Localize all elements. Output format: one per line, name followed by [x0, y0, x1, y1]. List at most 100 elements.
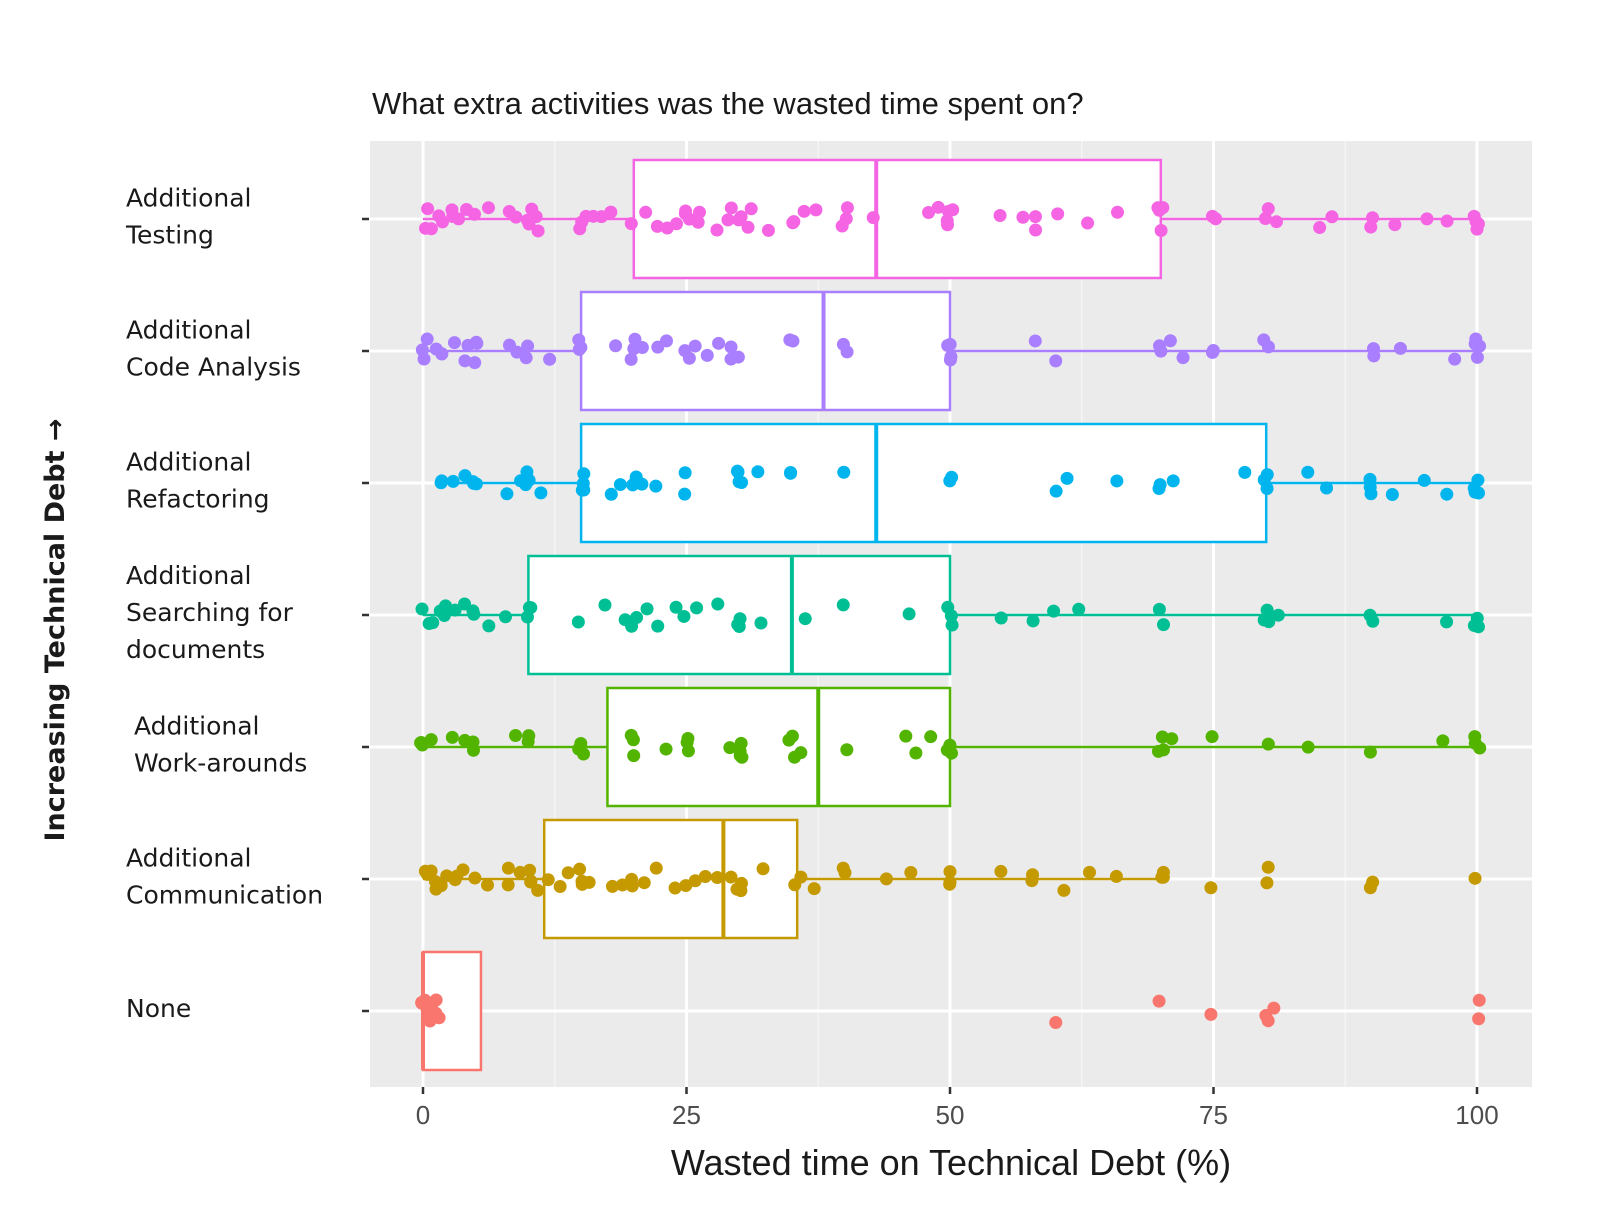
data-point [1153, 478, 1167, 492]
data-point [710, 223, 724, 237]
data-point [1440, 214, 1454, 228]
data-point [448, 603, 462, 617]
data-point [519, 351, 533, 365]
data-point [415, 602, 429, 616]
data-point [1204, 881, 1218, 895]
x-axis-label: Wasted time on Technical Debt (%) [671, 1142, 1231, 1183]
y-tick-label-additional-communication: Additional Communication [126, 844, 323, 910]
data-point [468, 356, 482, 370]
x-tick-label: 50 [936, 1100, 965, 1130]
points-additional-communication [418, 860, 1482, 898]
data-point [435, 474, 449, 488]
data-point [651, 619, 665, 633]
data-point [994, 611, 1008, 625]
data-point [944, 350, 958, 364]
data-point [625, 879, 639, 893]
data-point [1366, 342, 1380, 356]
data-point [731, 618, 745, 632]
y-tick-label-line: Refactoring [126, 485, 270, 514]
data-point [909, 746, 923, 760]
x-axis: 0 25 50 75 100 [416, 1087, 1499, 1130]
data-point [1206, 345, 1220, 359]
data-point [1271, 608, 1285, 622]
y-tick-label-line: Additional [126, 316, 252, 345]
data-point [522, 473, 536, 487]
data-point [1026, 614, 1040, 628]
data-point [794, 746, 808, 760]
data-point [756, 862, 770, 876]
data-point [1152, 203, 1166, 217]
data-point [628, 332, 642, 346]
data-point [1363, 881, 1377, 895]
data-point [922, 206, 936, 220]
data-point [1163, 334, 1177, 348]
data-point [1468, 485, 1482, 499]
data-point [899, 729, 913, 743]
x-tick-label: 75 [1199, 1100, 1228, 1130]
data-point [1436, 734, 1450, 748]
data-point [598, 598, 612, 612]
data-point [446, 474, 460, 488]
data-point [1467, 619, 1481, 633]
data-point [692, 205, 706, 219]
data-point [1473, 741, 1487, 755]
y-tick-label-additional-refactoring: Additional Refactoring [126, 448, 270, 514]
x-tick-label: 0 [416, 1100, 430, 1130]
data-point [456, 863, 470, 877]
data-point [784, 466, 798, 480]
y-tick-label-line: Testing [125, 221, 214, 250]
data-point [637, 876, 651, 890]
data-point [787, 215, 801, 229]
data-point [943, 337, 957, 351]
data-point [1267, 1001, 1281, 1015]
data-point [659, 334, 673, 348]
data-point [529, 210, 543, 224]
data-point [668, 881, 682, 895]
data-point [659, 742, 673, 756]
data-point [1260, 468, 1274, 482]
data-point [627, 749, 641, 763]
data-point [698, 869, 712, 883]
data-point [534, 486, 548, 500]
data-point [561, 866, 575, 880]
data-point [679, 204, 693, 218]
data-point [943, 865, 957, 879]
data-point [1325, 210, 1339, 224]
y-tick-label-none: None [126, 994, 191, 1023]
y-axis: Additional Testing Additional Code Analysis… [125, 184, 369, 1023]
data-point [1152, 602, 1166, 616]
data-point [609, 339, 623, 353]
data-point [678, 344, 692, 358]
data-point [835, 219, 849, 233]
data-point [521, 339, 535, 353]
data-point [499, 610, 513, 624]
data-point [468, 871, 482, 885]
data-point [678, 466, 692, 480]
data-point [782, 733, 796, 747]
data-point [1081, 216, 1095, 230]
points-additional-searching-for-documents [415, 597, 1485, 634]
data-point [576, 476, 590, 490]
data-point [466, 743, 480, 757]
data-point [1470, 350, 1484, 364]
data-point [1257, 613, 1271, 627]
y-tick-label-line: Searching for [126, 598, 294, 627]
data-point [904, 866, 918, 880]
data-point [1154, 344, 1168, 358]
data-point [574, 340, 588, 354]
data-point [553, 879, 567, 893]
data-point [1393, 341, 1407, 355]
data-point [1072, 602, 1086, 616]
data-point [635, 341, 649, 355]
data-point [432, 1011, 446, 1025]
data-point [943, 875, 957, 889]
data-point [482, 619, 496, 633]
data-point [522, 729, 536, 743]
data-point [414, 735, 428, 749]
data-point [649, 861, 663, 875]
y-tick-label-line: None [126, 994, 191, 1023]
data-point [1082, 865, 1096, 879]
y-tick-label-line: Additional [126, 561, 252, 590]
data-point [437, 609, 451, 623]
data-point [1049, 354, 1063, 368]
